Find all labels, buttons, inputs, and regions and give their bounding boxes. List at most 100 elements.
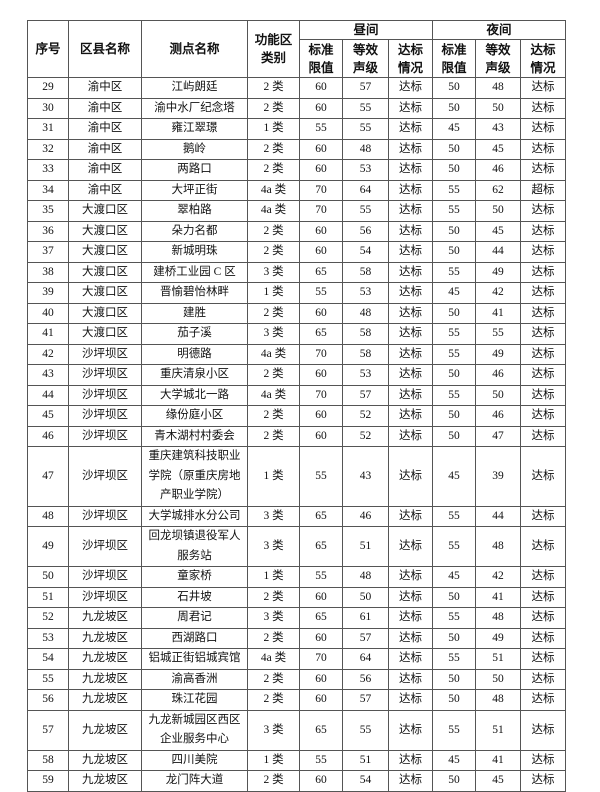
cell-seq: 48 xyxy=(27,505,69,527)
cell-zone-class: 1 类 xyxy=(247,446,300,507)
cell-day-limit: 60 xyxy=(299,97,343,119)
cell-seq: 35 xyxy=(27,200,69,222)
cell-seq: 54 xyxy=(27,648,69,670)
cell-day-level: 55 xyxy=(342,118,389,140)
cell-night-limit: 50 xyxy=(432,220,476,242)
cell-district: 九龙坡区 xyxy=(68,607,142,629)
cell-night-status: 达标 xyxy=(520,364,566,386)
cell-night-limit: 45 xyxy=(432,282,476,304)
cell-day-status: 达标 xyxy=(388,425,433,447)
cell-day-level: 48 xyxy=(342,138,389,160)
cell-day-status: 达标 xyxy=(388,749,433,771)
table-row: 52 九龙坡区 周君记 3 类 65 61 达标 55 48 达标 xyxy=(27,607,566,629)
cell-day-status: 达标 xyxy=(388,302,433,324)
cell-day-level: 54 xyxy=(342,770,389,792)
cell-night-limit: 50 xyxy=(432,689,476,711)
cell-night-level: 55 xyxy=(475,323,521,345)
cell-district: 沙坪坝区 xyxy=(68,425,142,447)
cell-site: 铝城正街铝城宾馆 xyxy=(141,648,248,670)
cell-day-limit: 55 xyxy=(299,446,343,507)
cell-site: 大学城北一路 xyxy=(141,384,248,406)
cell-day-level: 55 xyxy=(342,200,389,222)
cell-night-limit: 55 xyxy=(432,648,476,670)
cell-zone-class: 3 类 xyxy=(247,607,300,629)
cell-zone-class: 3 类 xyxy=(247,261,300,283)
cell-district: 九龙坡区 xyxy=(68,648,142,670)
cell-night-status: 达标 xyxy=(520,689,566,711)
cell-day-limit: 65 xyxy=(299,323,343,345)
cell-zone-class: 4a 类 xyxy=(247,179,300,201)
cell-day-status: 达标 xyxy=(388,607,433,629)
cell-zone-class: 2 类 xyxy=(247,302,300,324)
cell-site: 石井坡 xyxy=(141,586,248,608)
cell-district: 沙坪坝区 xyxy=(68,586,142,608)
cell-day-limit: 70 xyxy=(299,343,343,365)
cell-night-status: 达标 xyxy=(520,261,566,283)
cell-day-level: 56 xyxy=(342,668,389,690)
cell-night-level: 43 xyxy=(475,118,521,140)
cell-zone-class: 3 类 xyxy=(247,323,300,345)
header-seq: 序号 xyxy=(27,20,69,78)
cell-night-level: 45 xyxy=(475,770,521,792)
cell-site: 江屿朗廷 xyxy=(141,77,248,99)
cell-day-level: 53 xyxy=(342,159,389,181)
cell-site: 重庆清泉小区 xyxy=(141,364,248,386)
cell-night-limit: 50 xyxy=(432,405,476,427)
cell-night-level: 39 xyxy=(475,446,521,507)
cell-night-status: 达标 xyxy=(520,668,566,690)
cell-site: 明德路 xyxy=(141,343,248,365)
cell-day-limit: 65 xyxy=(299,709,343,751)
cell-night-status: 达标 xyxy=(520,446,566,507)
cell-day-level: 57 xyxy=(342,384,389,406)
cell-site: 周君记 xyxy=(141,607,248,629)
cell-night-status: 达标 xyxy=(520,282,566,304)
cell-day-status: 达标 xyxy=(388,689,433,711)
cell-site: 建桥工业园 C 区 xyxy=(141,261,248,283)
cell-site: 新城明珠 xyxy=(141,241,248,263)
cell-site: 缘份庭小区 xyxy=(141,405,248,427)
cell-zone-class: 2 类 xyxy=(247,689,300,711)
table-row: 56 九龙坡区 珠江花园 2 类 60 57 达标 50 48 达标 xyxy=(27,689,566,711)
cell-day-level: 57 xyxy=(342,77,389,99)
cell-night-limit: 55 xyxy=(432,526,476,567)
cell-night-limit: 50 xyxy=(432,302,476,324)
header-night-status: 达标情况 xyxy=(520,39,566,78)
cell-night-status: 达标 xyxy=(520,159,566,181)
cell-day-level: 54 xyxy=(342,241,389,263)
table-row: 36 大渡口区 朵力名都 2 类 60 56 达标 50 45 达标 xyxy=(27,220,566,242)
cell-day-level: 46 xyxy=(342,505,389,527)
cell-zone-class: 4a 类 xyxy=(247,343,300,365)
cell-day-level: 57 xyxy=(342,689,389,711)
cell-night-level: 46 xyxy=(475,405,521,427)
cell-day-limit: 65 xyxy=(299,526,343,567)
cell-day-status: 达标 xyxy=(388,179,433,201)
cell-night-level: 48 xyxy=(475,689,521,711)
cell-night-limit: 50 xyxy=(432,364,476,386)
cell-day-status: 达标 xyxy=(388,526,433,567)
cell-day-limit: 60 xyxy=(299,77,343,99)
cell-day-level: 52 xyxy=(342,425,389,447)
cell-day-level: 53 xyxy=(342,364,389,386)
cell-night-limit: 50 xyxy=(432,425,476,447)
cell-day-status: 达标 xyxy=(388,770,433,792)
cell-night-limit: 50 xyxy=(432,668,476,690)
cell-night-limit: 55 xyxy=(432,384,476,406)
cell-day-level: 58 xyxy=(342,261,389,283)
cell-district: 大渡口区 xyxy=(68,302,142,324)
cell-zone-class: 2 类 xyxy=(247,97,300,119)
cell-day-status: 达标 xyxy=(388,405,433,427)
cell-night-limit: 55 xyxy=(432,505,476,527)
cell-night-status: 达标 xyxy=(520,425,566,447)
cell-zone-class: 3 类 xyxy=(247,709,300,751)
cell-zone-class: 1 类 xyxy=(247,566,300,588)
table-row: 47 沙坪坝区 重庆建筑科技职业学院（原重庆房地产职业学院） 1 类 55 43 达标 45 3… xyxy=(27,446,566,507)
cell-day-limit: 60 xyxy=(299,586,343,608)
table-row: 50 沙坪坝区 童家桥 1 类 55 48 达标 45 42 达标 xyxy=(27,566,566,588)
table-row: 53 九龙坡区 西湖路口 2 类 60 57 达标 50 49 达标 xyxy=(27,627,566,649)
table-row: 31 渝中区 雍江翠璟 1 类 55 55 达标 45 43 达标 xyxy=(27,118,566,140)
cell-night-limit: 55 xyxy=(432,323,476,345)
table-row: 46 沙坪坝区 青木湖村村委会 2 类 60 52 达标 50 47 达标 xyxy=(27,425,566,447)
cell-night-status: 达标 xyxy=(520,405,566,427)
cell-day-status: 达标 xyxy=(388,200,433,222)
header-day: 昼间 xyxy=(299,20,433,40)
